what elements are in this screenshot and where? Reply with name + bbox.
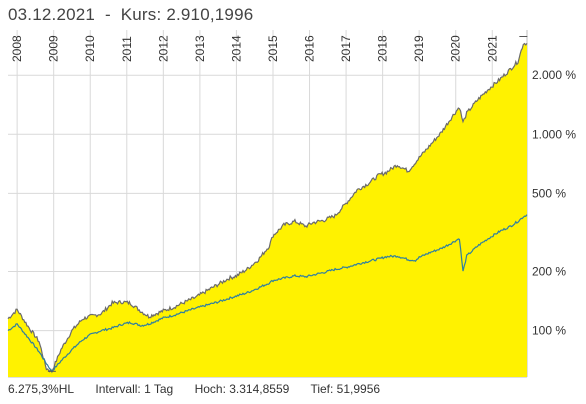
performance-change: 6.275,3%HL [8, 382, 75, 396]
year-tick-label: 2017 [339, 35, 353, 62]
header-separator: - [104, 5, 111, 24]
year-tick-label: 2020 [449, 35, 463, 62]
year-tick-label: 2015 [266, 35, 280, 62]
value-tick-label: 100 % [532, 324, 566, 338]
year-tick-label: 2019 [412, 35, 426, 62]
chart-footer: 6.275,3%HL Intervall: 1 Tag Hoch: 3.314,… [8, 382, 398, 396]
value-tick-label: 2.000 % [532, 68, 576, 82]
value-tick-label: 500 % [532, 186, 566, 200]
benchmark-series-line [7, 214, 528, 373]
quote-date: 03.12.2021 [8, 5, 96, 24]
main-series-area [8, 43, 527, 378]
year-tick-label: 2011 [120, 36, 134, 62]
high-value: Hoch: 3.314,8559 [194, 382, 290, 396]
year-tick-label: 2014 [229, 35, 243, 62]
price-value: 2.910,1996 [166, 5, 254, 24]
year-tick-label: 2021 [485, 35, 499, 62]
value-tick-label: 200 % [532, 265, 566, 279]
x-axis-labels: 2008 2009 2010 2011 2012 2013 2014 2015 2016 2017… [10, 35, 499, 62]
chart-header: 03.12.2021 - Kurs: 2.910,1996 [8, 5, 253, 25]
series-layer [7, 36, 528, 378]
year-tick-label: 2008 [10, 35, 24, 62]
price-label: Kurs: [120, 5, 162, 24]
interval-info: Intervall: 1 Tag [95, 382, 174, 396]
year-tick-label: 2010 [83, 35, 97, 62]
year-tick-label: 2009 [47, 35, 61, 62]
year-tick-label: 2016 [303, 35, 317, 62]
year-tick-label: 2018 [376, 35, 390, 62]
main-series-line [7, 42, 528, 374]
year-tick-label: 2012 [156, 35, 170, 62]
low-value: Tief: 51,9956 [310, 382, 381, 396]
y-axis-labels: 100 % 200 % 500 % 1.000 % 2.000 % [532, 68, 576, 337]
year-tick-label: 2013 [193, 35, 207, 62]
value-tick-label: 1.000 % [532, 127, 576, 141]
